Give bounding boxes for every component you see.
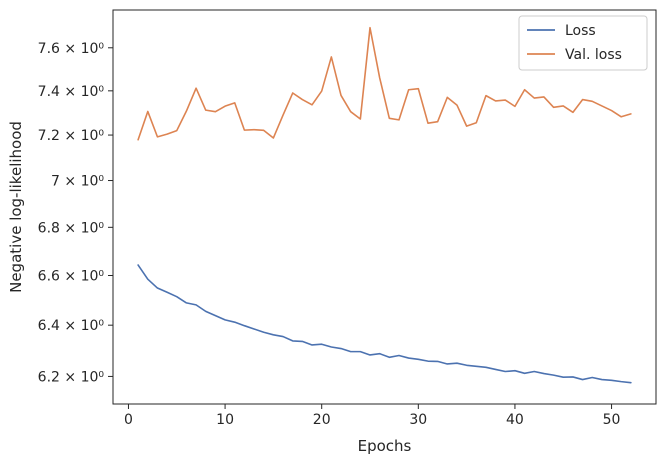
y-tick-label: 7.4 × 10⁰ bbox=[38, 84, 105, 100]
x-tick-label: 50 bbox=[603, 412, 621, 428]
y-axis: 6.2 × 10⁰ 6.4 × 10⁰ 6.6 × 10⁰ 6.8 × 10⁰ 7 × … bbox=[38, 41, 113, 385]
x-axis: 0 10 20 30 40 50 bbox=[124, 404, 620, 428]
plot-frame bbox=[112, 9, 657, 405]
legend-label-2: Val. loss bbox=[565, 47, 622, 63]
plot-marks bbox=[137, 26, 632, 384]
series-line-2 bbox=[137, 26, 632, 141]
legend: Loss Val. loss bbox=[518, 15, 648, 71]
y-tick-label: 6.4 × 10⁰ bbox=[38, 318, 105, 334]
y-tick-label: 6.2 × 10⁰ bbox=[38, 369, 105, 385]
x-tick-label: 10 bbox=[216, 412, 234, 428]
series-line-1 bbox=[137, 264, 632, 384]
legend-label-1: Loss bbox=[565, 23, 596, 39]
y-tick-label: 6.6 × 10⁰ bbox=[38, 269, 105, 285]
y-tick-label: 6.8 × 10⁰ bbox=[38, 220, 105, 236]
x-axis-label: Epochs bbox=[358, 437, 412, 455]
y-tick-label: 7.6 × 10⁰ bbox=[38, 41, 105, 57]
x-tick-label: 0 bbox=[124, 412, 133, 428]
y-tick-label: 7.2 × 10⁰ bbox=[38, 128, 105, 144]
y-axis-label: Negative log-likelihood bbox=[7, 121, 25, 293]
y-tick-label: 7 × 10⁰ bbox=[51, 174, 104, 190]
x-tick-label: 20 bbox=[313, 412, 331, 428]
x-tick-label: 40 bbox=[506, 412, 524, 428]
x-tick-label: 30 bbox=[409, 412, 427, 428]
